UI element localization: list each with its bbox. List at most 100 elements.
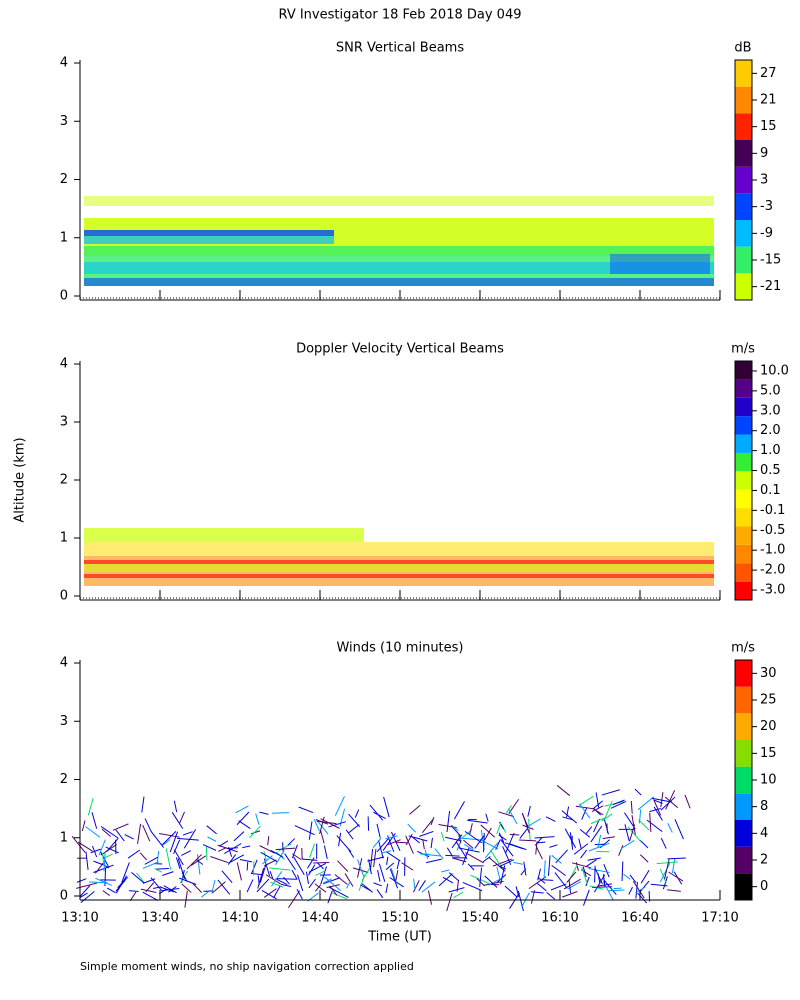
- colorbar-swatch: [735, 526, 752, 545]
- wind-stick: [270, 881, 284, 888]
- wind-stick: [291, 844, 298, 859]
- wind-stick: [662, 876, 668, 890]
- wind-stick: [272, 812, 289, 814]
- wind-stick: [535, 846, 543, 860]
- wind-stick: [251, 859, 258, 875]
- wind-stick: [634, 788, 642, 796]
- wind-stick: [252, 861, 255, 876]
- wind-stick: [348, 849, 355, 858]
- wind-stick: [192, 883, 203, 893]
- wind-stick: [530, 890, 536, 904]
- wind-stick: [467, 819, 488, 824]
- colorbar-swatch: [735, 660, 752, 687]
- wind-stick: [649, 812, 652, 833]
- wind-stick: [81, 820, 86, 832]
- wind-stick: [541, 879, 554, 881]
- wind-stick: [590, 816, 607, 825]
- wind-stick: [389, 868, 399, 889]
- wind-stick: [668, 871, 684, 882]
- wind-stick: [102, 853, 105, 866]
- wind-stick: [233, 831, 245, 842]
- wind-stick: [592, 800, 603, 810]
- wind-stick: [568, 879, 572, 894]
- wind-stick: [629, 824, 636, 842]
- wind-stick: [551, 864, 566, 876]
- wind-stick: [106, 837, 119, 852]
- wind-stick: [150, 830, 165, 848]
- wind-stick: [573, 843, 589, 855]
- colorbar-swatch: [735, 581, 752, 600]
- wind-stick: [323, 845, 328, 860]
- wind-stick: [575, 805, 595, 810]
- wind-stick: [181, 883, 192, 893]
- wind-stick: [519, 839, 537, 842]
- wind-stick: [537, 868, 541, 881]
- wind-stick: [306, 857, 315, 869]
- wind-stick: [480, 824, 496, 838]
- colorbar-swatch: [735, 740, 752, 767]
- wind-stick: [635, 881, 638, 899]
- wind-stick: [377, 869, 381, 882]
- colorbar-swatch: [735, 193, 752, 220]
- wind-stick: [142, 891, 159, 902]
- wind-stick: [92, 845, 98, 858]
- wind-stick: [520, 868, 527, 876]
- wind-stick: [273, 885, 281, 899]
- wind-stick: [190, 855, 207, 866]
- colorbar-swatch: [735, 397, 752, 417]
- wind-stick: [169, 831, 179, 853]
- wind-stick: [337, 860, 349, 872]
- wind-stick: [488, 876, 504, 886]
- wind-stick: [71, 835, 86, 853]
- wind-stick: [314, 883, 327, 893]
- wind-stick: [163, 885, 177, 894]
- wind-stick: [293, 856, 305, 876]
- wind-stick: [136, 872, 145, 883]
- wind-stick: [385, 883, 389, 894]
- wind-stick: [87, 798, 94, 816]
- wind-stick: [445, 836, 462, 842]
- wind-stick: [376, 823, 381, 838]
- wind-stick: [660, 796, 676, 811]
- wind-stick: [479, 867, 483, 887]
- wind-stick: [308, 821, 313, 840]
- wind-stick: [345, 880, 351, 889]
- wind-stick: [522, 824, 534, 830]
- panel-title: Doppler Velocity Vertical Beams: [296, 342, 504, 357]
- wind-stick: [453, 801, 465, 820]
- wind-stick: [373, 882, 382, 887]
- colorbar-swatch: [735, 563, 752, 582]
- figure-title: RV Investigator 18 Feb 2018 Day 049: [279, 8, 522, 23]
- wind-stick: [137, 823, 142, 845]
- wind-barbs-decor: [71, 785, 691, 912]
- y-tick-label: 3: [60, 114, 68, 129]
- wind-stick: [376, 889, 384, 899]
- wind-stick: [283, 876, 290, 885]
- wind-stick: [322, 877, 341, 885]
- wind-stick: [207, 836, 217, 842]
- wind-stick: [102, 890, 110, 896]
- wind-stick: [667, 857, 686, 860]
- wind-stick: [345, 829, 354, 840]
- colorbar-swatch: [735, 766, 752, 794]
- colorbar-swatch: [735, 873, 752, 900]
- wind-stick: [121, 862, 130, 883]
- wind-stick: [595, 792, 600, 808]
- wind-stick: [257, 875, 260, 886]
- wind-stick: [440, 831, 445, 842]
- wind-stick: [505, 805, 512, 815]
- wind-stick: [262, 855, 273, 865]
- wind-stick: [469, 823, 473, 835]
- wind-stick: [585, 826, 593, 834]
- wind-stick: [181, 850, 192, 856]
- wind-stick: [465, 852, 484, 864]
- wind-stick: [127, 849, 141, 859]
- wind-stick: [235, 805, 249, 814]
- wind-stick: [659, 862, 671, 883]
- colorbar-swatch: [735, 434, 752, 453]
- y-tick-label: 1: [60, 230, 68, 245]
- wind-stick: [267, 836, 270, 846]
- wind-stick: [464, 843, 475, 852]
- wind-stick: [329, 885, 338, 896]
- x-tick-label: 13:10: [61, 911, 98, 926]
